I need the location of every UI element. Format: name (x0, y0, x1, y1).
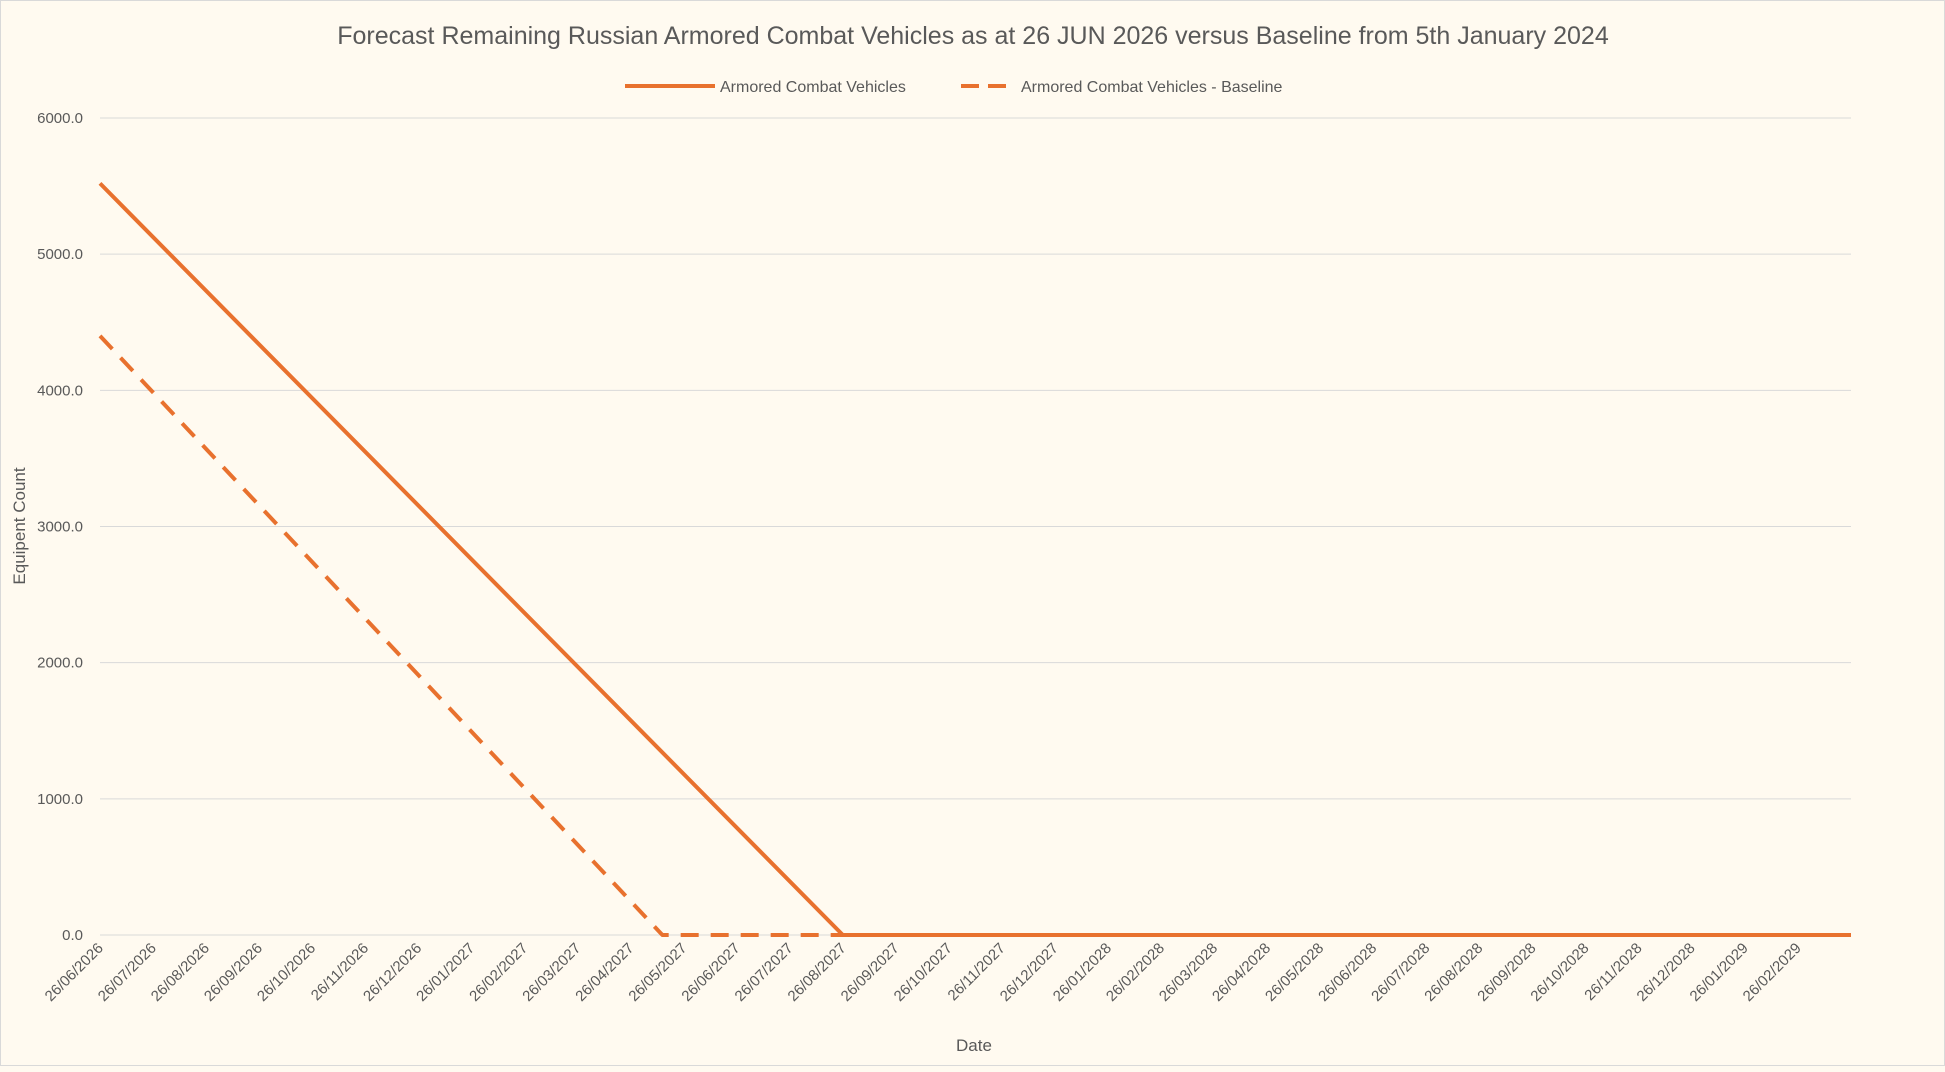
y-tick-label: 4000.0 (37, 382, 83, 399)
series-line-2 (98, 334, 843, 937)
x-axis-ticks: 26/06/202626/07/202626/08/202626/09/2026… (42, 940, 1805, 1005)
y-tick-label: 1000.0 (37, 791, 83, 808)
legend-label-series-2: Armored Combat Vehicles - Baseline (1021, 79, 1283, 96)
gridlines (100, 117, 1851, 936)
series-line-1 (98, 181, 1851, 937)
x-axis-title: Date (956, 1036, 992, 1055)
legend-label-series-1: Armored Combat Vehicles (720, 79, 906, 96)
legend: Armored Combat Vehicles Armored Combat V… (625, 79, 1283, 96)
series-lines (98, 181, 1851, 937)
chart-title: Forecast Remaining Russian Armored Comba… (337, 22, 1609, 50)
y-tick-label: 6000.0 (37, 110, 83, 127)
y-axis-title: Equipent Count (10, 467, 29, 584)
y-tick-label: 3000.0 (37, 519, 83, 536)
y-tick-label: 2000.0 (37, 655, 83, 672)
y-tick-label: 0.0 (62, 927, 83, 944)
y-tick-label: 5000.0 (37, 246, 83, 263)
y-axis-ticks: 0.0 1000.0 2000.0 3000.0 4000.0 5000.0 6000.0 (37, 110, 83, 944)
